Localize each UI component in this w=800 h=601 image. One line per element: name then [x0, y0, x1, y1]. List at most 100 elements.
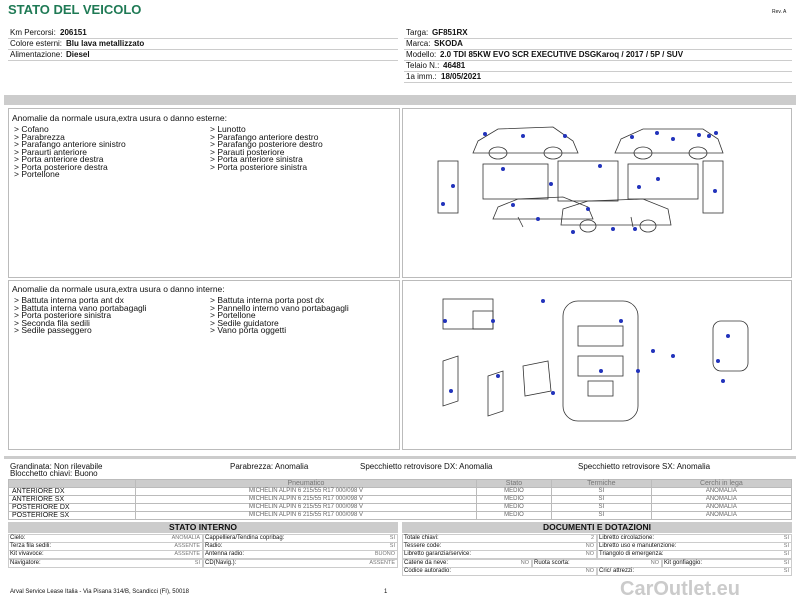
- tire-cell: POSTERIORE DX: [8, 503, 136, 512]
- internal-car-diagram: [442, 298, 749, 422]
- internal-damage-box: [8, 280, 400, 450]
- footer-address: Arval Service Lease Italia - Via Pisana …: [10, 589, 189, 595]
- field-label: Codice autoradio:: [404, 567, 452, 574]
- info-row: [404, 60, 792, 72]
- header-cell: Cerchi in lega: [650, 479, 793, 488]
- table-header-row: Pneumatico Stato Termiche Cerchi in lega: [8, 479, 793, 488]
- damage-item: > Cofano: [14, 124, 49, 134]
- damage-item: > Parafango anteriore sinistro: [14, 139, 126, 149]
- damage-item: > Sedile passeggero: [14, 325, 92, 335]
- damage-item: > Battuta interna porta post dx: [210, 295, 325, 305]
- field-value: NO: [585, 551, 594, 558]
- tire-cell: SI: [551, 503, 652, 512]
- field-label: Cappelliera/Tendina copribag:: [205, 535, 285, 541]
- block-title: STATO INTERNO: [8, 522, 398, 533]
- info-value: GF851RX: [432, 28, 468, 37]
- info-label: Targa:: [406, 28, 429, 37]
- header-cell: Stato: [475, 479, 553, 488]
- info-value: 18/05/2021: [441, 72, 482, 81]
- damage-item: > Porta posteriore sinistra: [14, 310, 112, 320]
- info-label: Alimentazione:: [10, 50, 63, 59]
- field-value: BUONO: [374, 551, 395, 558]
- damage-item: > Sedile guidatore: [210, 317, 279, 328]
- damage-item: > Parafango posteriore destro: [210, 139, 323, 149]
- field-label: Libretto uso e manutenzione:: [599, 543, 677, 550]
- condition: Specchietto retrovisore DX: Anomalia: [360, 462, 493, 471]
- info-row: [404, 27, 792, 39]
- field-label: CD(Navig.):: [205, 559, 237, 566]
- section-bar: [4, 95, 796, 105]
- field-value: SI: [783, 535, 789, 541]
- field-label: Navigatore:: [10, 559, 41, 566]
- tire-cell: MEDIO: [475, 511, 553, 520]
- field-value: SI: [783, 567, 789, 574]
- damage-item: > Pannello interno vano portabagagli: [210, 302, 349, 313]
- field-label: Totale chiavi:: [404, 535, 439, 541]
- info-row: [8, 49, 398, 61]
- header-cell: [8, 479, 136, 488]
- field-label: Kit vivavoce:: [10, 551, 44, 558]
- damage-item: > Parauti posteriore: [210, 146, 285, 157]
- cell: [8, 558, 203, 568]
- field-label: Cric/ attrezzi:: [599, 567, 635, 574]
- damage-item: > Portellone: [210, 310, 256, 320]
- info-label: Modello:: [406, 50, 437, 59]
- info-row: [404, 71, 792, 83]
- tire-cell: ANOMALIA: [650, 495, 793, 504]
- external-diagram-box: [402, 108, 792, 278]
- field-label: Radio:: [205, 543, 223, 550]
- field-value: SI: [783, 543, 789, 550]
- field-value: NO: [585, 567, 594, 574]
- damage-item: > Porta posteriore sinistra: [210, 161, 308, 172]
- field-value: SI: [389, 543, 395, 550]
- info-value: 46481: [443, 61, 466, 70]
- tire-cell: ANOMALIA: [650, 487, 793, 496]
- field-label: Kit gonfiaggio:: [664, 559, 703, 566]
- field-label: Catene da neve:: [404, 559, 449, 566]
- header-cell: Pneumatico: [135, 479, 477, 488]
- field-value: SI: [194, 559, 200, 566]
- tire-cell: MEDIO: [475, 503, 553, 512]
- tire-cell: ANTERIORE DX: [8, 487, 136, 496]
- field-value: 2: [590, 535, 594, 541]
- tire-cell: SI: [551, 495, 652, 504]
- field-value: SI: [389, 535, 395, 541]
- page-number: 1: [384, 589, 388, 595]
- field-label: Antenna radio:: [205, 551, 245, 558]
- header-cell: Termiche: [551, 479, 652, 488]
- tire-cell: MEDIO: [475, 487, 553, 496]
- cell: [597, 566, 792, 576]
- field-value: SI: [783, 559, 789, 566]
- tire-row: POSTERIORE DX MICHELIN ALPIN 6 215/55 R17…: [8, 503, 793, 512]
- tire-row: ANTERIORE DX MICHELIN ALPIN 6 215/55 R17 …: [8, 487, 793, 496]
- info-value: Blu lava metallizzato: [66, 39, 145, 48]
- tire-cell: MICHELIN ALPIN 6 215/55 R17 000/098 V: [135, 503, 477, 512]
- damage-item: > Vano porta oggetti: [210, 325, 287, 335]
- condition: Grandinata: Non rilevabile: [10, 462, 103, 471]
- field-label: Tessere code:: [404, 543, 442, 550]
- field-label: Terza fila sedili:: [10, 543, 52, 550]
- damage-item: > Parabrezza: [14, 131, 65, 142]
- damage-item: > Porta anteriore destra: [14, 154, 104, 164]
- damage-title: Anomalie da normale usura,extra usura o …: [12, 284, 225, 294]
- info-row: [8, 27, 398, 39]
- external-car-diagram: [437, 126, 724, 234]
- cell: [402, 566, 597, 576]
- field-label: Libretto garanzia/service:: [404, 551, 472, 558]
- tire-cell: ANTERIORE SX: [8, 495, 136, 504]
- field-value: ASSENTE: [174, 543, 200, 550]
- info-row: [404, 38, 792, 50]
- field-value: NO: [520, 559, 529, 566]
- info-label: 1a imm.:: [406, 72, 437, 81]
- block-title: DOCUMENTI E DOTAZIONI: [402, 522, 792, 533]
- field-value: ANOMALIA: [171, 535, 200, 541]
- damage-item: > Porta posteriore destra: [14, 161, 108, 172]
- external-damage-box: [8, 108, 400, 278]
- tire-cell: ANOMALIA: [650, 503, 793, 512]
- tire-cell: SI: [551, 511, 652, 520]
- info-row: [404, 49, 792, 61]
- tire-cell: SI: [551, 487, 652, 496]
- tire-cell: POSTERIORE SX: [8, 511, 136, 520]
- field-label: Libretto circolazione:: [599, 535, 655, 541]
